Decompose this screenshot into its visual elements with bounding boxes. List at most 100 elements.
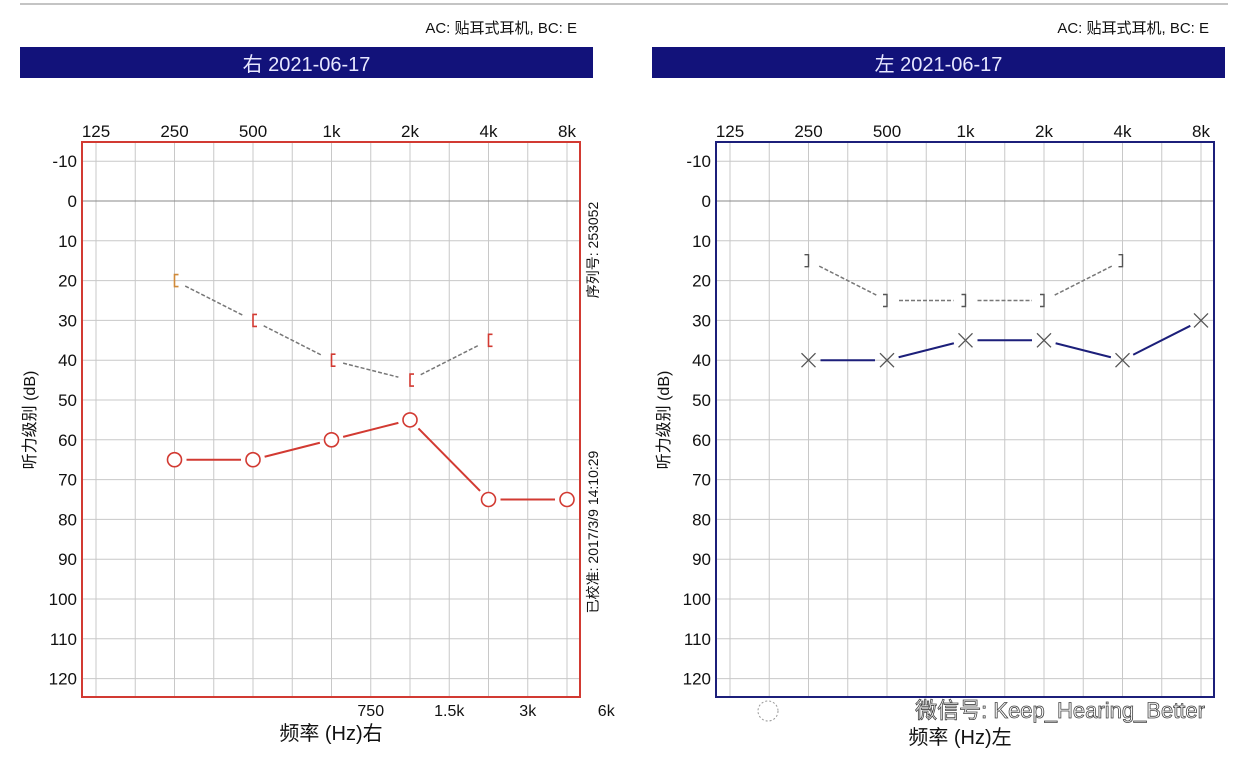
x-tick-label-bottom: 6k: [598, 703, 616, 720]
x-axis-label: 频率 (Hz)右: [279, 722, 382, 745]
y-tick-label: 40: [692, 351, 711, 370]
bc-marker-bracket: [252, 313, 257, 328]
x-tick-label: 125: [82, 122, 110, 141]
series-line-segment: [420, 345, 479, 376]
grid: [716, 142, 1214, 697]
series-bracket-left: [173, 273, 493, 387]
y-tick-label: 50: [692, 391, 711, 410]
watermark: 微信号: Keep_Hearing_Better: [757, 698, 1205, 723]
series-bracket-right: [804, 254, 1124, 308]
y-tick-label: 120: [683, 670, 711, 689]
y-tick-label: 60: [692, 431, 711, 450]
y-axis-label: 听力级别 (dB): [655, 371, 673, 470]
bc-marker-bracket: [173, 273, 179, 288]
y-tick-label: -10: [52, 152, 77, 171]
series-line-segment: [264, 441, 321, 458]
series-circle: [166, 412, 575, 508]
chart-title: 左 2021-06-17: [875, 53, 1003, 76]
y-tick-label: 110: [684, 630, 711, 649]
serial-number: 序列号: 253052: [585, 202, 601, 299]
ac-marker-circle: [323, 431, 340, 448]
y-tick-label: -10: [686, 152, 711, 171]
ac-marker-cross: [1115, 352, 1130, 368]
bc-marker-bracket: [330, 353, 336, 367]
series-line-segment: [342, 362, 399, 378]
x-tick-label: 4k: [1114, 122, 1132, 141]
series-line-segment: [898, 342, 955, 359]
x-tick-label: 250: [160, 122, 188, 141]
ac-marker-cross: [879, 352, 895, 368]
series-line-segment: [818, 265, 877, 296]
x-tick-label: 125: [716, 122, 744, 141]
series-line-segment: [184, 285, 243, 316]
y-tick-label: 30: [58, 311, 77, 330]
y-tick-label: 20: [58, 272, 77, 291]
watermark-text: 微信号: Keep_Hearing_Better: [915, 698, 1205, 723]
x-tick-label: 8k: [1192, 122, 1210, 141]
y-tick-label: 10: [58, 232, 77, 251]
x-axis-label: 频率 (Hz)左: [908, 726, 1011, 749]
y-tick-label: 90: [692, 550, 711, 569]
bc-marker-bracket: [961, 293, 967, 308]
x-tick-label: 4k: [480, 122, 498, 141]
ac-marker-cross: [801, 352, 816, 368]
bc-marker-bracket: [487, 333, 493, 348]
y-tick-label: 10: [692, 232, 711, 251]
x-tick-label: 8k: [558, 122, 576, 141]
x-tick-label-bottom: 3k: [519, 703, 537, 720]
ac-marker-circle: [245, 451, 261, 468]
transducer-note: AC: 贴耳式耳机, BC: E: [1057, 20, 1209, 37]
right-ear-audiogram: AC: 贴耳式耳机, BC: E 右 2021-06-17 125 250 50 0 1k 2…: [20, 20, 616, 745]
y-tick-label: 50: [58, 391, 77, 410]
y-tick-label: 120: [49, 670, 77, 689]
y-tick-label: 30: [692, 311, 711, 330]
ac-marker-circle: [166, 451, 183, 468]
bc-marker-bracket: [883, 293, 888, 308]
transducer-note: AC: 贴耳式耳机, BC: E: [425, 20, 577, 37]
y-tick-label: 40: [58, 351, 77, 370]
y-tick-label: 20: [692, 272, 711, 291]
y-tick-label: 70: [692, 471, 711, 490]
x-tick-label: 1k: [957, 122, 975, 141]
x-tick-label-bottom: 750: [357, 703, 384, 720]
x-tick-label: 500: [873, 122, 901, 141]
series-line-segment: [1055, 342, 1112, 359]
series-line-segment: [1054, 265, 1113, 296]
x-tick-label: 2k: [401, 122, 419, 141]
y-axis-label: 听力级别 (dB): [21, 371, 39, 470]
y-tick-label: 60: [58, 431, 77, 450]
x-tick-label-bottom: 1.5k: [434, 703, 465, 720]
bc-marker-bracket: [1040, 293, 1045, 308]
ac-marker-circle: [480, 491, 497, 508]
ac-marker-circle: [402, 412, 418, 428]
ac-marker-cross: [1036, 332, 1052, 348]
grid: [82, 142, 580, 697]
series-line-segment: [417, 427, 481, 492]
series-line-segment: [263, 325, 322, 356]
plot-border: [715, 141, 1215, 698]
y-tick-label: 100: [683, 590, 711, 609]
y-tick-label: 100: [49, 590, 77, 609]
y-tick-label: 0: [702, 192, 711, 211]
series-line-segment: [342, 421, 399, 438]
ac-marker-cross: [958, 332, 973, 348]
chart-title: 右 2021-06-17: [243, 53, 371, 76]
title-bar: [20, 47, 593, 78]
bc-marker-bracket: [1118, 254, 1124, 268]
series-line-segment: [1132, 324, 1191, 356]
series-cross: [801, 312, 1209, 368]
x-tick-label: 2k: [1035, 122, 1053, 141]
wechat-icon: [757, 700, 779, 722]
x-tick-label: 1k: [323, 122, 341, 141]
bc-marker-bracket: [409, 373, 414, 387]
y-tick-label: 70: [58, 471, 77, 490]
y-tick-label: 0: [68, 192, 77, 211]
y-tick-label: 110: [50, 630, 77, 649]
calibration-date: 已校准: 2017/3/9 14:10:29: [585, 450, 601, 613]
x-tick-label: 250: [794, 122, 822, 141]
bc-marker-bracket: [804, 254, 810, 268]
ac-marker-cross: [1193, 312, 1209, 328]
y-tick-label: 80: [692, 510, 711, 529]
